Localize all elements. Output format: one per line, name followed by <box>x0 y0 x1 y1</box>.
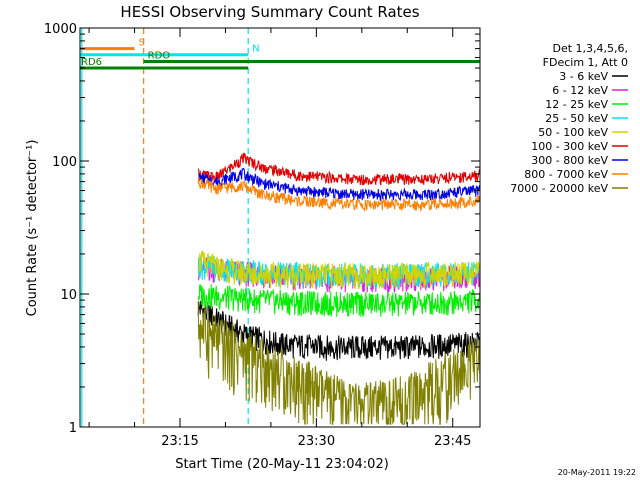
footer-timestamp: 20-May-2011 19:22 <box>558 468 636 477</box>
series-line <box>516 303 640 374</box>
y-tick-label: 100 <box>52 155 77 170</box>
flag-bars <box>80 47 480 70</box>
series-line <box>516 265 640 291</box>
flag-label: RD6 <box>81 57 102 68</box>
series-line <box>516 308 640 334</box>
flag-label: N <box>252 44 259 55</box>
chart-title: HESSI Observing Summary Count Rates <box>120 3 419 21</box>
series-layer <box>197 152 640 426</box>
legend-entry-label: 100 - 300 keV <box>531 140 608 153</box>
legend-header: FDecim 1, Att 0 <box>543 56 628 69</box>
series-line <box>197 250 480 290</box>
x-tick-label: 23:45 <box>434 434 471 449</box>
y-tick-label: 1000 <box>44 22 77 37</box>
flag-label: S <box>139 38 145 49</box>
legend-header: Det 1,3,4,5,6, <box>552 42 628 55</box>
legend-entry-label: 6 - 12 keV <box>552 84 608 97</box>
y-axis-label: Count Rate (s⁻¹ detector⁻¹) <box>25 140 40 317</box>
legend-entry-label: 25 - 50 keV <box>545 112 608 125</box>
plot-frame <box>79 27 481 428</box>
legend-entry-label: 800 - 7000 keV <box>524 168 608 181</box>
legend-entry-label: 12 - 25 keV <box>545 98 608 111</box>
y-tick-label: 1 <box>69 421 77 436</box>
series-line <box>516 299 640 325</box>
x-axis-label: Start Time (20-May-11 23:04:02) <box>175 457 389 472</box>
series-line <box>197 254 480 289</box>
series-line <box>197 301 480 426</box>
series-line <box>197 284 480 317</box>
x-tick-label: 23:30 <box>298 434 335 449</box>
y-tick-label: 10 <box>60 288 77 303</box>
flag-label: RDO <box>148 50 171 61</box>
series-line <box>198 167 480 202</box>
series-line <box>197 300 480 361</box>
series-line <box>516 261 640 287</box>
legend-entry-label: 3 - 6 keV <box>559 70 608 83</box>
series-line <box>197 176 480 213</box>
legend-entry-label: 300 - 800 keV <box>531 154 608 167</box>
series-line <box>197 152 480 186</box>
x-tick-label: 23:15 <box>161 434 198 449</box>
legend: Det 1,3,4,5,6,FDecim 1, Att 03 - 6 keV6 … <box>510 42 628 195</box>
series-line <box>516 316 640 347</box>
legend-entry-label: 7000 - 20000 keV <box>510 182 608 195</box>
axes: 1 10 100 1000 23:15 23:30 23:45 <box>44 22 480 449</box>
legend-entry-label: 50 - 100 keV <box>538 126 608 139</box>
